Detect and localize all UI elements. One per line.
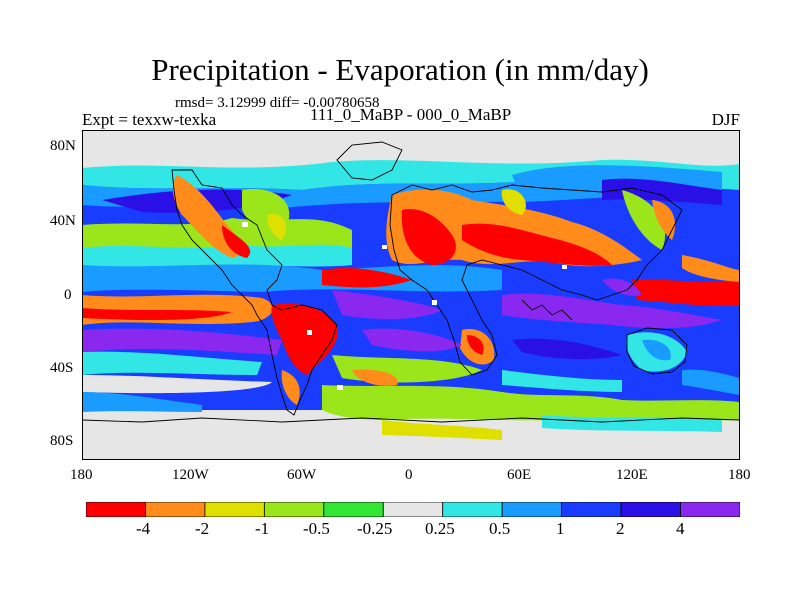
field-patch	[502, 293, 722, 329]
field-band	[82, 328, 282, 355]
field-patch	[352, 369, 398, 386]
x-tick-120E: 120E	[616, 467, 648, 483]
x-tick-0: 0	[405, 467, 413, 483]
colorbar-swatch	[204, 502, 265, 517]
x-tick-180e: 180	[728, 467, 751, 483]
stats-text: rmsd= 3.12999 diff= -0.00780658	[175, 95, 380, 111]
field-band	[322, 385, 740, 421]
field-patch	[462, 223, 612, 266]
field-patch	[682, 255, 740, 282]
field-patch	[467, 335, 484, 355]
field-patch	[652, 200, 676, 240]
season-label: DJF	[711, 110, 740, 129]
field-band	[382, 420, 502, 440]
field-patch	[622, 190, 666, 250]
y-tick-0: 0	[64, 287, 72, 303]
colorbar-label: 4	[676, 519, 685, 538]
colorbar-label: 1	[556, 519, 565, 538]
field-patch	[362, 328, 462, 352]
x-tick-180w: 180	[70, 467, 93, 483]
field-patch	[281, 370, 300, 405]
field-patch	[267, 214, 287, 240]
field-band	[82, 244, 352, 269]
colorbar-label: -0.25	[357, 519, 393, 538]
colorbar-label: -2	[195, 519, 210, 538]
colorbar-label: -1	[255, 519, 270, 538]
colorbar-label: 0.5	[489, 519, 511, 538]
field-patch	[501, 189, 526, 215]
coastlines	[82, 141, 740, 423]
colorbar-swatch	[263, 502, 325, 517]
x-tick-60E: 60E	[507, 467, 532, 483]
colorbar-swatch	[86, 502, 146, 517]
field-patch	[82, 308, 232, 320]
field-patch	[512, 338, 622, 360]
y-tick-80S: 80S	[50, 433, 74, 449]
x-tick-60W: 60W	[287, 467, 317, 483]
map-frame	[82, 130, 740, 460]
colorbar-label: -0.5	[303, 519, 330, 538]
field-band	[82, 375, 272, 394]
colorbar-label: -4	[136, 519, 151, 538]
field-band	[82, 351, 262, 375]
colorbar-swatch	[323, 502, 384, 517]
colorbar-swatch	[680, 502, 740, 517]
field-band	[682, 369, 740, 395]
y-tick-40N: 40N	[50, 213, 76, 229]
colorbar-swatch	[442, 502, 503, 517]
field-patch	[332, 290, 442, 320]
colorbar-swatch	[501, 502, 563, 517]
field-patch	[322, 268, 412, 288]
colorbar	[86, 502, 740, 517]
colorbar-swatch	[561, 502, 622, 517]
colorbar-label: 2	[616, 519, 625, 538]
field-band	[82, 264, 502, 292]
y-tick-80N: 80N	[50, 138, 76, 154]
colorbar-label: 0.25	[425, 519, 455, 538]
y-tick-40S: 40S	[50, 360, 74, 376]
field-patch	[271, 303, 338, 375]
field-band	[542, 415, 722, 432]
field-speckles	[242, 222, 567, 390]
colorbar-swatch	[382, 502, 444, 517]
field-patch	[642, 339, 671, 361]
map-title: Precipitation - Evaporation (in mm/day)	[151, 52, 649, 87]
colorbar-swatch	[145, 502, 206, 517]
field-patch	[222, 225, 251, 258]
experiment-label: Expt = texxw-texka	[82, 110, 217, 129]
precip-evap-map	[82, 130, 740, 460]
field-patch	[632, 279, 740, 306]
colorbar-swatch	[620, 502, 681, 517]
difference-label: 111_0_MaBP - 000_0_MaBP	[310, 105, 512, 124]
field-band	[82, 392, 202, 412]
field-patch	[602, 278, 642, 296]
x-tick-120W: 120W	[172, 467, 209, 483]
field-patch	[401, 209, 456, 265]
field-band	[502, 370, 622, 392]
